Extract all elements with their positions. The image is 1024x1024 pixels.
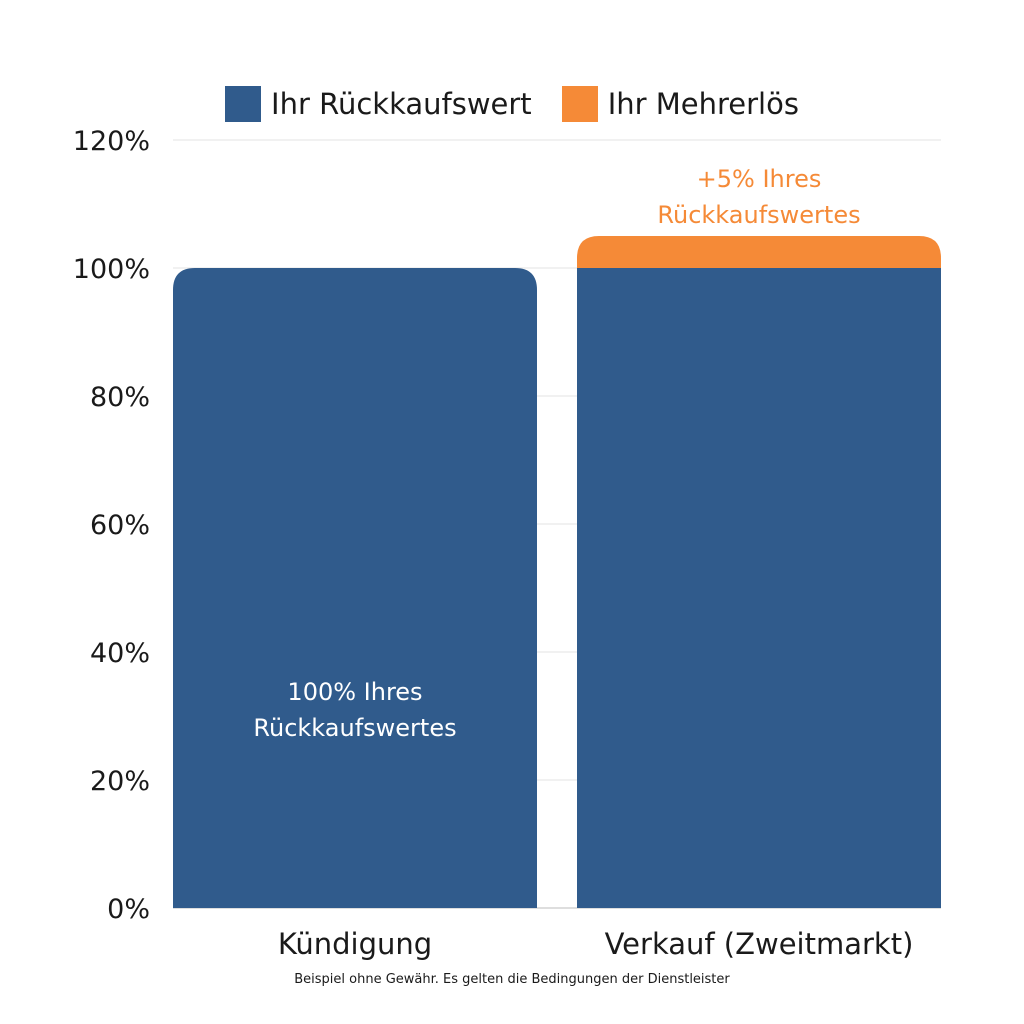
y-tick-label: 100% bbox=[73, 254, 150, 285]
bar-segment bbox=[577, 236, 941, 268]
legend: Ihr Rückkaufswert Ihr Mehrerlös bbox=[0, 84, 1024, 124]
y-tick-label: 0% bbox=[107, 894, 150, 925]
y-tick-label: 20% bbox=[90, 766, 150, 797]
x-tick-label: Verkauf (Zweitmarkt) bbox=[605, 927, 914, 961]
y-tick-label: 120% bbox=[73, 126, 150, 157]
bar-segment bbox=[173, 268, 537, 908]
legend-swatch-mehrerloes bbox=[561, 86, 598, 122]
footnote: Beispiel ohne Gewähr. Es gelten die Bedi… bbox=[294, 972, 730, 987]
y-tick-label: 60% bbox=[90, 510, 150, 541]
legend-label-rueckkaufswert: Ihr Rückkaufswert bbox=[271, 87, 532, 121]
legend-item-rueckkaufswert: Ihr Rückkaufswert bbox=[225, 86, 532, 122]
data-label: +5% Ihres Rückkaufswertes bbox=[657, 165, 860, 229]
legend-swatch-rueckkaufswert bbox=[225, 86, 262, 122]
legend-item-mehrerloes: Ihr Mehrerlös bbox=[561, 86, 799, 122]
x-tick-label: Kündigung bbox=[278, 927, 432, 961]
bar-segment bbox=[577, 268, 941, 908]
legend-label-mehrerloes: Ihr Mehrerlös bbox=[607, 87, 799, 121]
y-tick-label: 40% bbox=[90, 638, 150, 669]
data-label: 100% Ihres Rückkaufswertes bbox=[253, 678, 456, 742]
y-tick-label: 80% bbox=[90, 382, 150, 413]
